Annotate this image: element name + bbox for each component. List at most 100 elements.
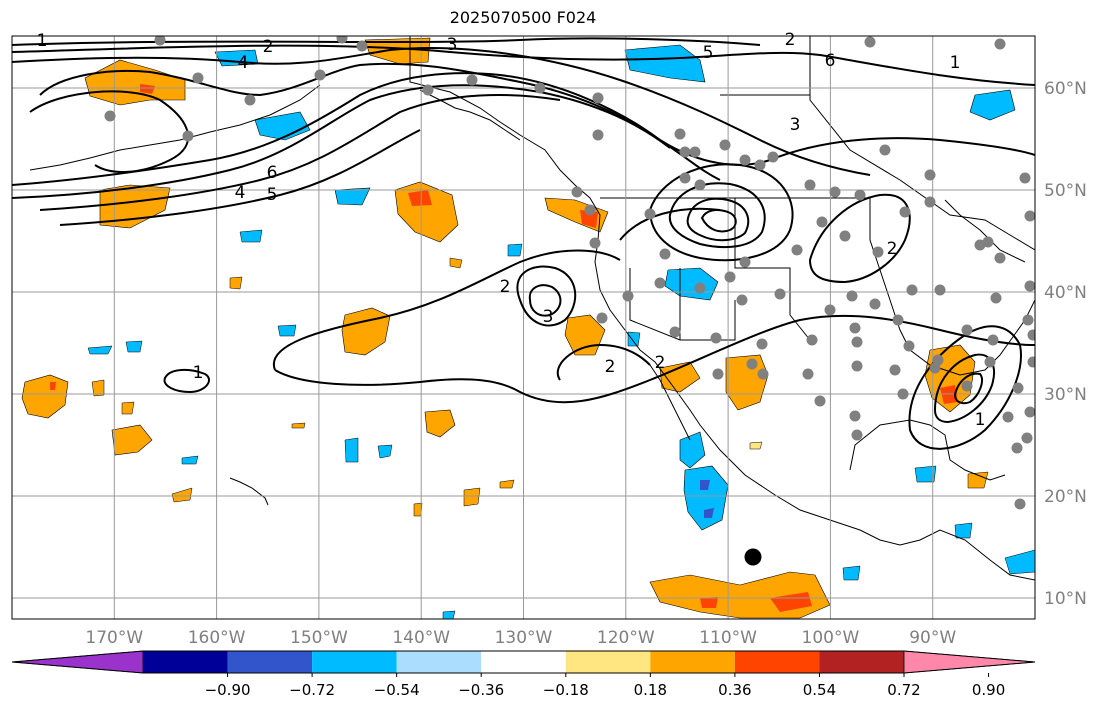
station-dot — [694, 282, 706, 294]
station-dot — [104, 110, 116, 122]
contour-label: 1 — [193, 363, 204, 383]
station-dot — [774, 288, 786, 300]
lon-tick-label: 170°W — [85, 628, 143, 648]
station-dot — [1027, 329, 1035, 341]
station-dot — [689, 146, 701, 158]
contour-label: 6 — [825, 51, 836, 71]
station-dot — [739, 154, 751, 166]
contour-label: 6 — [267, 163, 278, 183]
station-dot — [754, 159, 766, 171]
station-dot — [802, 368, 814, 380]
station-dot — [864, 36, 876, 48]
contour-label: 2 — [500, 277, 511, 297]
station-dot — [712, 368, 724, 380]
station-dot — [336, 36, 348, 44]
station-dot — [756, 338, 768, 350]
station-dot — [990, 292, 1002, 304]
station-dot — [984, 356, 996, 368]
lon-tick-labels: 170°W 160°W 150°W 140°W 130°W 120°W 110°W 100°W… — [85, 628, 956, 648]
station-dot — [1014, 498, 1026, 510]
station-dot — [757, 368, 769, 380]
contour-label: 3 — [447, 35, 458, 55]
station-dot — [849, 410, 861, 422]
colorbar: −0.90 −0.72 −0.54 −0.36 −0.18 0.18 0.36 0.54 0.7… — [11, 650, 1036, 699]
station-dot — [879, 144, 891, 156]
station-dot — [182, 130, 194, 142]
station-dot — [724, 271, 736, 283]
lon-tick-label: 160°W — [188, 628, 246, 648]
station-dot — [816, 216, 828, 228]
contour-label: 4 — [238, 53, 249, 73]
colorbar-tick-label: −0.18 — [543, 681, 589, 699]
contour-label: 2 — [785, 30, 796, 50]
contour-label: 5 — [703, 43, 714, 63]
lat-tick-label: 20°N — [1044, 487, 1087, 507]
station-dot — [422, 84, 434, 96]
station-dot — [314, 69, 326, 81]
colorbar-tick-label: −0.36 — [458, 681, 504, 699]
station-dot — [851, 429, 863, 441]
station-dot — [929, 362, 941, 374]
station-dot — [644, 208, 656, 220]
colorbar-bin — [650, 651, 735, 673]
station-dot — [804, 179, 816, 191]
lat-tick-label: 60°N — [1044, 79, 1087, 99]
coastlines — [29, 36, 1035, 581]
station-dot — [736, 294, 748, 306]
colorbar-bin — [565, 651, 651, 673]
lon-tick-label: 90°W — [909, 628, 956, 648]
lon-tick-label: 130°W — [495, 628, 553, 648]
station-dot — [1024, 210, 1035, 222]
contour-label: 2 — [605, 357, 616, 377]
station-dot — [1024, 280, 1035, 292]
station-dot — [1002, 411, 1014, 423]
colorbar-bin — [481, 651, 566, 673]
colorbar-extend-high — [903, 650, 1036, 674]
contour-label: 1 — [975, 410, 986, 430]
lon-tick-label: 110°W — [699, 628, 757, 648]
station-dot — [1024, 406, 1035, 418]
contour-label: 1 — [37, 31, 48, 51]
station-dot — [994, 38, 1006, 50]
station-dot — [592, 92, 604, 104]
contour-label: 3 — [543, 307, 554, 327]
station-dot — [854, 189, 866, 201]
station-dot — [767, 151, 779, 163]
station-dot — [987, 334, 999, 346]
station-dot — [1021, 432, 1033, 444]
lat-tick-label: 10°N — [1044, 589, 1087, 609]
colorbar-bin — [143, 651, 228, 673]
station-dot — [906, 284, 918, 296]
lon-tick-label: 100°W — [802, 628, 860, 648]
station-dot — [851, 360, 863, 372]
station-dot — [839, 230, 851, 242]
station-dot — [903, 340, 915, 352]
lat-tick-label: 30°N — [1044, 385, 1087, 405]
station-dot — [154, 36, 166, 46]
station-dot — [534, 82, 546, 94]
colorbar-tick-label: −0.90 — [205, 681, 251, 699]
lon-tick-label: 150°W — [290, 628, 348, 648]
colorbar-bin — [227, 651, 313, 673]
station-dot — [889, 364, 901, 376]
colorbar-tick-label: −0.54 — [374, 681, 420, 699]
station-dot — [1022, 314, 1034, 326]
graticule — [12, 36, 1035, 619]
station-markers — [104, 36, 1035, 510]
contour-label: 2 — [655, 353, 666, 373]
colorbar-bin — [819, 651, 904, 673]
station-dot — [356, 40, 368, 52]
lon-tick-label: 140°W — [392, 628, 450, 648]
station-dot — [592, 129, 604, 141]
contour-label: 3 — [790, 115, 801, 135]
station-dot — [897, 388, 909, 400]
station-dot — [869, 298, 881, 310]
station-dot — [739, 256, 751, 268]
station-dot — [1011, 442, 1023, 454]
colorbar-tick-label: 0.36 — [718, 681, 751, 699]
station-dot — [961, 380, 973, 392]
station-dot — [1019, 172, 1031, 184]
